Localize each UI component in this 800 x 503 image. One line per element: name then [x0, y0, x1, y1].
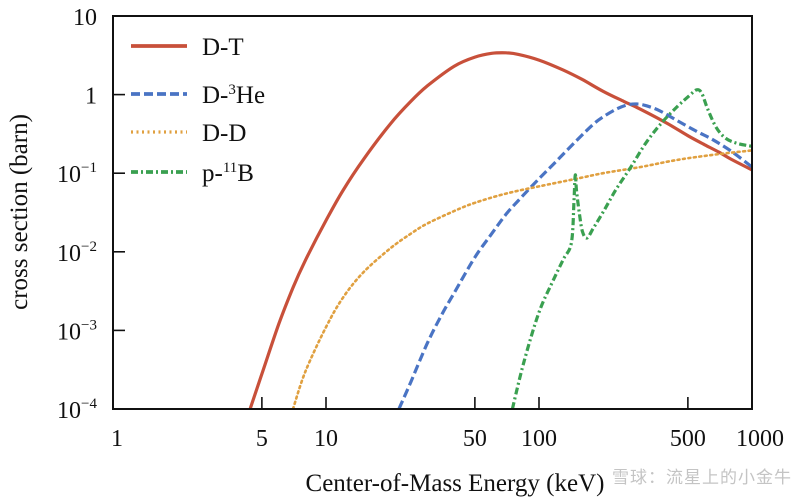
y-tick-label: 10−3: [57, 317, 97, 345]
y-tick-label: 10: [73, 5, 97, 31]
series-group: [248, 51, 752, 409]
x-tick-label: 1000: [736, 426, 784, 452]
x-tick-label: 100: [521, 426, 557, 452]
x-axis: 1 5 10 50 100 500 1000: [111, 397, 784, 452]
y-tick-base: 10: [57, 319, 81, 345]
x-tick-label: 10: [314, 426, 338, 452]
y-tick-exponent: −3: [81, 317, 97, 333]
watermark: 雪球：流星上的小金牛: [612, 468, 792, 488]
legend-label-main: D-: [202, 82, 228, 109]
series-line-d-3he: [397, 102, 752, 409]
x-tick-label: 500: [670, 426, 706, 452]
legend-label-d-3he: D-3He: [202, 82, 265, 109]
series-line-p-11b: [510, 88, 752, 409]
y-tick-label: 10−4: [57, 396, 97, 424]
legend-label-tail: B: [237, 160, 254, 187]
y-tick-base: 10: [57, 162, 81, 188]
series-line-d-d: [291, 149, 752, 409]
x-axis-title: Center-of-Mass Energy (keV): [306, 470, 605, 497]
plot-frame: [112, 15, 753, 410]
legend-label-d-d: D-D: [202, 120, 246, 147]
legend-label-superscript: 11: [223, 160, 237, 176]
y-tick-exponent: −2: [81, 239, 97, 255]
y-tick-base: 1: [85, 84, 97, 110]
x-tick-label: 1: [111, 426, 123, 452]
legend-label-main: D-D: [202, 120, 246, 147]
y-tick-label: 10−2: [57, 239, 97, 267]
y-axis-title: cross section (barn): [6, 114, 33, 310]
y-tick-exponent: −1: [81, 160, 97, 176]
x-tick-label: 5: [256, 426, 268, 452]
y-tick-base: 10: [57, 398, 81, 424]
x-tick-label: 50: [463, 426, 487, 452]
legend-label-d-t: D-T: [202, 34, 244, 61]
y-tick-label: 1: [85, 84, 97, 110]
y-tick-exponent: −4: [81, 396, 97, 412]
legend-label-tail: He: [236, 82, 265, 109]
y-tick-base: 10: [73, 5, 97, 31]
legend-label-superscript: 3: [228, 82, 236, 98]
legend-label-main: D-T: [202, 34, 244, 61]
legend-label-p-11b: p-11B: [202, 160, 254, 187]
legend-label-main: p-: [202, 160, 223, 187]
y-tick-base: 10: [57, 241, 81, 267]
legend: D-T D-3He D-D p-11B: [131, 34, 265, 187]
y-tick-label: 10−1: [57, 160, 97, 188]
series-line-d-t: [248, 51, 752, 409]
